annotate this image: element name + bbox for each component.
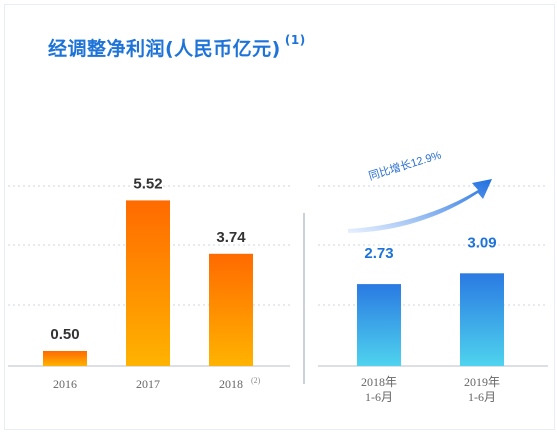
tick-label-2017: 2017 [136, 377, 160, 391]
chart-title-note: (1) [284, 32, 306, 47]
value-label-2018年-h1: 2.73 [364, 245, 393, 262]
bar-2019年-h1 [460, 273, 504, 366]
growth-arrow: 同比增长12.9% [348, 147, 492, 233]
tick-label-2018年-line1: 1-6月 [365, 390, 393, 404]
bar-2016 [43, 351, 87, 366]
bar-2018 [209, 253, 253, 366]
value-label-2016: 0.50 [50, 326, 79, 343]
value-label-2017: 5.52 [133, 175, 162, 192]
chart-title: 经调整净利润(人民币亿元) (1) [48, 32, 306, 61]
tick-label-2019年-line1: 1-6月 [468, 390, 496, 404]
tick-label-2018年-line0: 2018年 [361, 375, 397, 389]
tick-label-2019年-line0: 2019年 [464, 375, 500, 389]
chart-title-text: 经调整净利润(人民币亿元) [48, 38, 281, 60]
growth-label: 同比增长12.9% [367, 147, 443, 182]
bar-2018年-h1 [357, 284, 401, 366]
value-label-2018: 3.74 [216, 229, 246, 246]
value-label-2019年-h1: 3.09 [467, 234, 496, 251]
tick-label-2018: 2018 [219, 377, 243, 391]
growth-arrow-icon [348, 179, 492, 233]
tick-label-2016: 2016 [53, 377, 77, 391]
tick-note-2018: (2) [251, 376, 261, 385]
bar-2017 [126, 200, 170, 366]
